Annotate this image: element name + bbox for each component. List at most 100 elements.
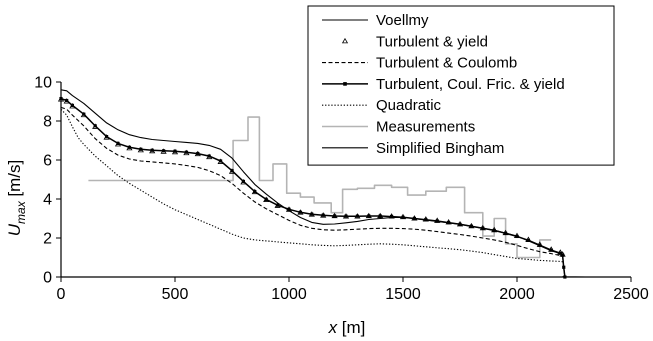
legend: Voellmy Turbulent & yield Turbulent & Coul… bbox=[307, 5, 615, 166]
data-point-triangle bbox=[263, 196, 270, 202]
data-point-square bbox=[367, 214, 371, 218]
data-point-square bbox=[401, 215, 405, 219]
x-axis-unit: [m] bbox=[337, 318, 365, 337]
data-point-triangle bbox=[525, 236, 532, 242]
legend-item: Simplified Bingham bbox=[322, 140, 504, 157]
axes bbox=[60, 82, 631, 278]
legend-label: Simplified Bingham bbox=[376, 140, 504, 157]
legend-label: Quadratic bbox=[376, 97, 442, 114]
data-point-triangle bbox=[377, 212, 384, 219]
data-point-square bbox=[139, 147, 143, 151]
data-point-triangle bbox=[240, 179, 247, 185]
data-point-triangle bbox=[320, 212, 327, 218]
data-point-triangle bbox=[297, 209, 304, 215]
data-point-square bbox=[333, 214, 337, 218]
data-point-square bbox=[184, 150, 188, 154]
data-point-square bbox=[116, 141, 120, 146]
data-point-triangle bbox=[388, 213, 395, 219]
y-tick-label: 10 bbox=[34, 75, 52, 92]
legend-item: Turbulent, Coul. Fric. & yield bbox=[322, 76, 565, 93]
data-point-triangle bbox=[536, 241, 543, 247]
data-point-square bbox=[424, 218, 428, 222]
plot-series bbox=[57, 89, 604, 279]
series-turbulent-coulomb bbox=[60, 106, 563, 258]
data-point-triangle bbox=[445, 218, 452, 225]
data-point-square bbox=[65, 98, 69, 103]
data-point-triangle bbox=[80, 111, 87, 118]
data-point-triangle bbox=[365, 212, 372, 219]
x-tick-label: 1000 bbox=[271, 286, 307, 303]
data-point-square bbox=[219, 159, 223, 163]
y-tick-label: 0 bbox=[43, 270, 52, 287]
series-turbulent-coul-fric-yield bbox=[59, 96, 567, 279]
data-point-square bbox=[276, 203, 280, 207]
x-tick-label: 2500 bbox=[613, 286, 649, 303]
data-point-square bbox=[458, 222, 462, 226]
data-point-square bbox=[241, 179, 245, 184]
data-point-triangle bbox=[456, 220, 464, 227]
series-line bbox=[60, 106, 563, 258]
legend-label: Turbulent & Coulomb bbox=[376, 55, 517, 72]
data-point-triangle bbox=[274, 202, 281, 208]
data-point-triangle bbox=[354, 213, 361, 219]
data-point-square bbox=[469, 224, 473, 228]
x-axis-symbol: x bbox=[328, 318, 338, 337]
data-point-square bbox=[298, 210, 302, 214]
data-point-triangle bbox=[479, 224, 486, 231]
data-point-square bbox=[562, 265, 566, 269]
data-point-square bbox=[105, 135, 109, 139]
series-quadratic bbox=[60, 108, 563, 263]
data-point-triangle bbox=[126, 144, 133, 151]
legend-item: Voellmy bbox=[322, 12, 429, 29]
data-point-square bbox=[150, 148, 154, 152]
data-point-triangle bbox=[160, 148, 167, 154]
data-point-triangle bbox=[548, 246, 555, 252]
data-point-triangle bbox=[69, 102, 76, 109]
legend-swatch-marker bbox=[341, 37, 349, 44]
series-line bbox=[88, 116, 552, 259]
data-point-triangle bbox=[468, 222, 475, 229]
legend-item: Turbulent & yield bbox=[341, 33, 488, 50]
data-point-triangle bbox=[194, 150, 201, 157]
legend-label: Measurements bbox=[376, 119, 475, 136]
data-point-square bbox=[526, 238, 530, 242]
data-point-triangle bbox=[513, 232, 521, 239]
data-point-square bbox=[207, 154, 211, 158]
data-point-square bbox=[549, 248, 553, 252]
data-point-square bbox=[390, 214, 394, 219]
data-point-triangle bbox=[342, 213, 350, 219]
x-tick-label: 0 bbox=[57, 286, 66, 303]
x-axis-title: x [m] bbox=[328, 318, 366, 337]
y-tick-label: 2 bbox=[43, 231, 52, 248]
data-point-triangle bbox=[411, 215, 418, 221]
data-point-triangle bbox=[251, 188, 258, 195]
data-point-triangle bbox=[57, 96, 65, 102]
data-point-triangle bbox=[502, 229, 509, 236]
ticks: 0 500 1000 1500 2000 2500 0 2 4 6 8 10 bbox=[34, 75, 649, 304]
data-point-square bbox=[93, 124, 97, 128]
data-point-triangle bbox=[206, 153, 213, 160]
data-point-square bbox=[447, 220, 451, 225]
data-point-square bbox=[481, 226, 485, 230]
data-point-square bbox=[59, 96, 63, 101]
legend-box bbox=[307, 5, 615, 166]
y-tick-label: 4 bbox=[43, 192, 52, 209]
y-axis-subscript: max bbox=[14, 200, 28, 224]
data-point-triangle bbox=[308, 211, 315, 217]
data-point-square bbox=[127, 145, 131, 149]
data-point-triangle bbox=[217, 158, 224, 164]
legend-label: Turbulent, Coul. Fric. & yield bbox=[376, 76, 565, 93]
data-point-square bbox=[253, 189, 257, 194]
data-point-square bbox=[412, 216, 416, 221]
data-point-square bbox=[492, 228, 496, 232]
data-point-square bbox=[538, 243, 542, 247]
data-point-square bbox=[435, 219, 439, 223]
data-point-triangle bbox=[557, 249, 564, 255]
legend-item: Turbulent & Coulomb bbox=[322, 55, 517, 72]
legend-label: Turbulent & yield bbox=[376, 33, 488, 50]
data-point-square bbox=[558, 251, 562, 255]
y-tick-label: 6 bbox=[43, 153, 52, 170]
data-point-square bbox=[287, 207, 291, 211]
data-point-square bbox=[344, 214, 348, 218]
